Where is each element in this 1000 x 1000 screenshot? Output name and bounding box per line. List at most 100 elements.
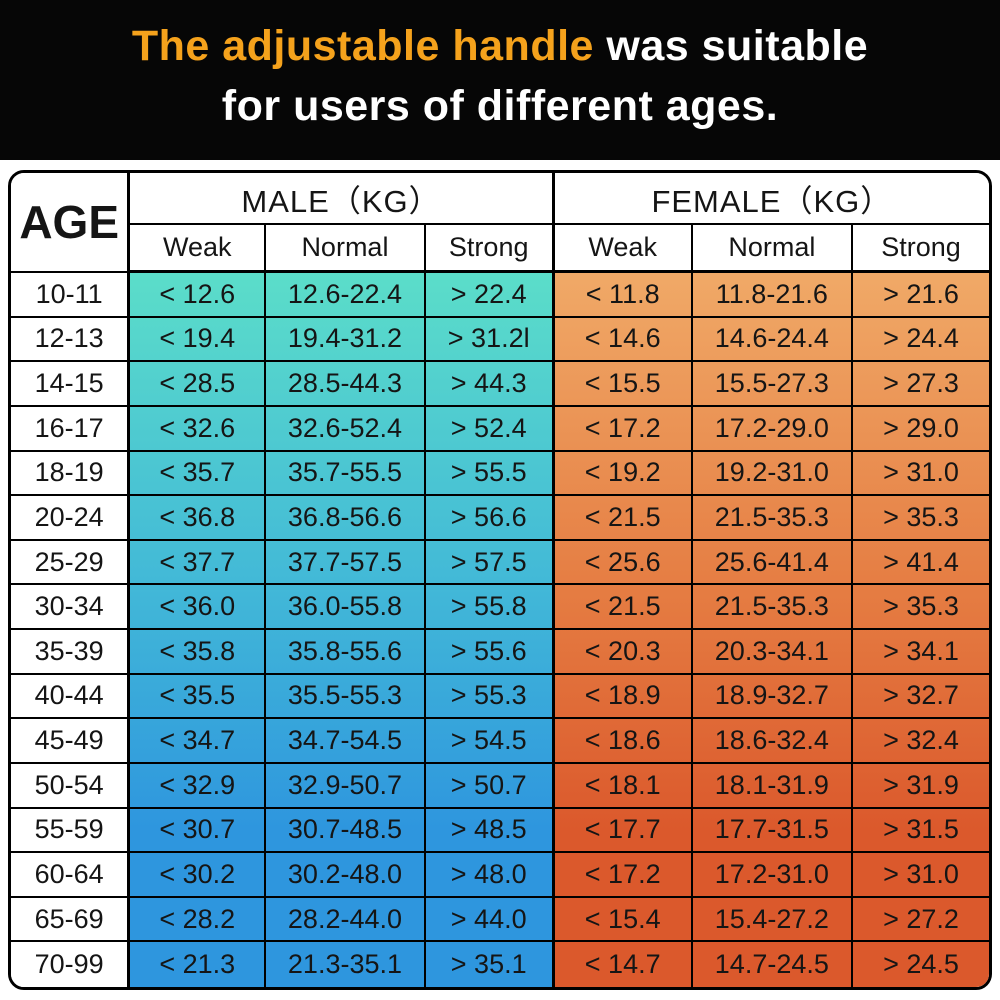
data-cell: < 37.7	[130, 540, 267, 586]
data-cell: > 27.2	[853, 898, 989, 943]
data-cell: < 32.6	[130, 406, 267, 452]
data-cell: > 21.6	[853, 273, 989, 318]
data-cell: 35.5-55.3	[266, 674, 426, 720]
data-cell: 30.7-48.5	[266, 808, 426, 854]
age-cell: 70-99	[11, 942, 131, 987]
female-normal-header: Normal	[692, 225, 854, 273]
data-cell: 36.8-56.6	[266, 496, 426, 541]
age-cell: 30-34	[11, 585, 131, 630]
data-cell: < 36.0	[130, 585, 267, 630]
data-cell: < 36.8	[130, 496, 267, 541]
data-cell: < 18.6	[554, 719, 693, 764]
data-cell: > 34.1	[853, 630, 989, 675]
age-cell: 35-39	[11, 630, 131, 675]
female-group-header: FEMALE（KG）	[554, 173, 989, 225]
age-column-header: AGE	[11, 173, 131, 273]
female-gradient-background	[554, 273, 989, 987]
data-cell: > 55.3	[425, 674, 555, 720]
data-cell: > 35.3	[853, 585, 989, 630]
data-cell: 28.5-44.3	[266, 362, 426, 407]
data-cell: 30.2-48.0	[266, 853, 426, 898]
data-cell: > 27.3	[853, 362, 989, 407]
male-weak-header: Weak	[130, 225, 267, 273]
data-cell: 15.4-27.2	[692, 897, 854, 943]
data-cell: > 44.3	[425, 362, 555, 407]
data-cell: > 55.6	[425, 630, 555, 675]
data-cell: > 48.0	[425, 853, 555, 898]
age-cell: 50-54	[11, 763, 131, 809]
title-banner: The adjustable handle was suitable for u…	[0, 0, 1000, 160]
data-cell: 28.2-44.0	[266, 897, 426, 943]
data-cell: < 12.6	[130, 273, 267, 318]
male-group-header: MALE（KG）	[130, 173, 555, 225]
age-cell: 55-59	[11, 808, 131, 854]
data-cell: < 17.2	[554, 853, 693, 898]
data-cell: < 21.5	[554, 585, 693, 630]
data-cell: < 30.7	[130, 808, 267, 854]
title-highlight: The adjustable handle	[131, 22, 594, 70]
data-cell: 11.8-21.6	[692, 273, 854, 318]
data-cell: > 50.7	[425, 763, 555, 809]
age-cell: 25-29	[11, 540, 131, 586]
data-cell: > 31.2l	[425, 317, 555, 363]
data-cell: > 24.4	[853, 318, 989, 363]
data-cell: 32.6-52.4	[266, 406, 426, 452]
female-strong-header: Strong	[853, 225, 989, 273]
page-title-line1: The adjustable handle was suitable	[0, 16, 1000, 76]
data-cell: > 22.4	[425, 273, 555, 318]
data-cell: 21.5-35.3	[692, 496, 854, 541]
data-cell: 36.0-55.8	[266, 585, 426, 630]
data-cell: 15.5-27.3	[692, 362, 854, 407]
title-line1-rest: was suitable	[593, 22, 869, 70]
age-cell: 45-49	[11, 719, 131, 764]
data-cell: 21.5-35.3	[692, 585, 854, 630]
data-cell: < 28.5	[130, 362, 267, 407]
male-gradient-background	[130, 273, 555, 987]
data-cell: < 35.8	[130, 630, 267, 675]
data-cell: > 56.6	[425, 496, 555, 541]
age-cell: 20-24	[11, 496, 131, 541]
data-cell: 32.9-50.7	[266, 763, 426, 809]
data-cell: < 11.8	[554, 273, 693, 318]
data-cell: < 28.2	[130, 897, 267, 943]
data-cell: 35.8-55.6	[266, 630, 426, 675]
data-cell: 17.2-29.0	[692, 406, 854, 452]
data-cell: > 29.0	[853, 407, 989, 452]
data-cell: < 35.5	[130, 674, 267, 720]
male-strong-header: Strong	[425, 225, 555, 273]
age-cell: 65-69	[11, 897, 131, 943]
age-cell: 18-19	[11, 451, 131, 497]
data-cell: 17.2-31.0	[692, 853, 854, 898]
data-cell: < 14.6	[554, 317, 693, 363]
age-cell: 40-44	[11, 674, 131, 720]
data-cell: > 35.1	[426, 942, 555, 987]
female-weak-header: Weak	[554, 225, 693, 273]
data-cell: > 32.7	[853, 675, 989, 720]
data-cell: > 44.0	[425, 897, 555, 943]
data-cell: > 54.5	[425, 719, 555, 764]
data-cell: < 15.5	[554, 362, 693, 407]
age-cell: 16-17	[11, 406, 131, 452]
table-grid: AGE MALE（KG） FEMALE（KG） Weak Normal Stro…	[11, 173, 989, 987]
data-cell: 19.2-31.0	[692, 451, 854, 497]
data-cell: 35.7-55.5	[266, 451, 426, 497]
data-cell: 37.7-57.5	[266, 540, 426, 586]
data-cell: 18.9-32.7	[692, 674, 854, 720]
data-cell: < 19.4	[130, 317, 267, 363]
data-cell: < 17.7	[554, 808, 693, 854]
data-cell: > 55.5	[425, 451, 555, 497]
data-cell: < 19.2	[554, 451, 693, 497]
data-cell: > 31.9	[853, 764, 989, 809]
data-cell: < 30.2	[130, 853, 267, 898]
data-cell: < 18.9	[554, 674, 693, 720]
data-cell: 20.3-34.1	[692, 630, 854, 675]
age-cell: 14-15	[11, 362, 131, 407]
data-cell: > 52.4	[425, 406, 555, 452]
data-cell: 19.4-31.2	[266, 317, 426, 363]
data-cell: 25.6-41.4	[692, 540, 854, 586]
data-cell: 14.7-24.5	[693, 942, 854, 987]
data-cell: > 41.4	[853, 541, 989, 586]
data-cell: 12.6-22.4	[266, 273, 426, 318]
data-cell: > 35.3	[853, 496, 989, 541]
data-cell: < 14.7	[555, 942, 693, 987]
